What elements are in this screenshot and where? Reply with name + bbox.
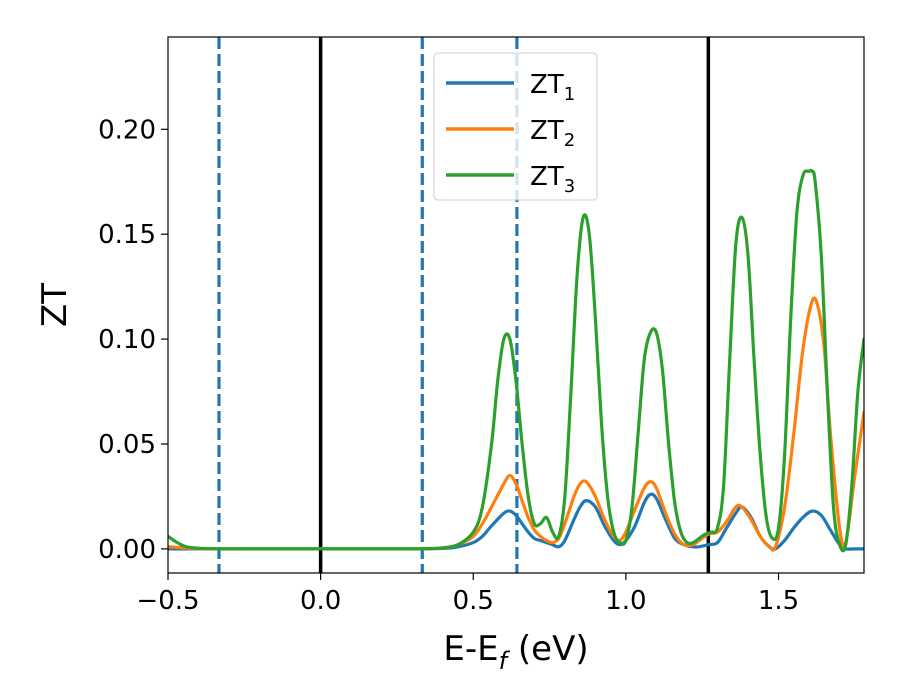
legend-label-zt3: ZT3 bbox=[530, 162, 575, 197]
legend: ZT1 ZT2 ZT3 bbox=[433, 52, 598, 201]
y-tick-label: 0.10 bbox=[98, 325, 156, 355]
y-tick-label: 0.15 bbox=[98, 220, 156, 250]
x-tick-label: 0.5 bbox=[453, 586, 494, 616]
series-line-zt3 bbox=[168, 168, 864, 553]
y-axis-title: ZT bbox=[35, 283, 75, 327]
plot-frame bbox=[167, 36, 865, 574]
legend-box bbox=[433, 52, 598, 201]
x-axis-title: E-Ef (eV) bbox=[443, 629, 588, 675]
x-tick-label: 1.0 bbox=[605, 586, 646, 616]
x-tick-label: 0.0 bbox=[300, 586, 341, 616]
y-tick-label: 0.00 bbox=[98, 535, 156, 565]
x-tick-label: −0.5 bbox=[136, 586, 199, 616]
y-tick-label: 0.05 bbox=[98, 430, 156, 460]
series-line-zt2 bbox=[168, 296, 864, 552]
x-tick-label: 1.5 bbox=[758, 586, 799, 616]
y-tick-label: 0.20 bbox=[98, 115, 156, 145]
legend-label-zt1: ZT1 bbox=[530, 70, 575, 105]
x-axis-title-unit: (eV) bbox=[507, 629, 589, 669]
legend-label-zt2: ZT2 bbox=[530, 116, 575, 151]
